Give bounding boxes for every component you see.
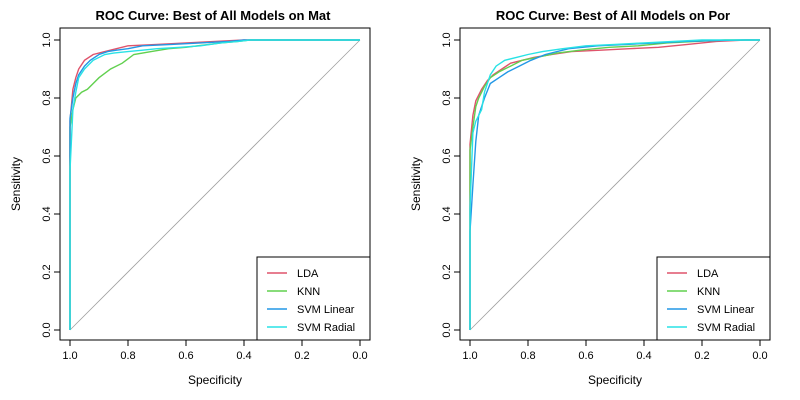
series-line-lda: [69, 39, 360, 330]
y-tick-label: 0.0: [41, 322, 53, 337]
legend-entry: LDA: [297, 268, 319, 280]
series-line-svm-linear: [69, 39, 360, 330]
chart-title: ROC Curve: Best of All Models on Mat: [96, 8, 332, 23]
series-line-svm-radial: [469, 39, 760, 330]
y-axis-label: Sensitivity: [9, 157, 23, 211]
chart-title: ROC Curve: Best of All Models on Por: [496, 8, 730, 23]
y-tick-label: 0.6: [441, 148, 453, 163]
y-tick-label: 0.4: [441, 206, 453, 221]
x-tick-label: 1.0: [62, 350, 77, 362]
diagonal-reference-line: [469, 39, 761, 331]
diagonal-reference-line: [69, 39, 361, 331]
y-tick-label: 0.8: [441, 90, 453, 105]
legend: LDA KNN SVM Linear SVM Radial: [256, 256, 371, 341]
legend-entry: SVM Linear: [697, 304, 755, 316]
legend: LDA KNN SVM Linear SVM Radial: [656, 256, 771, 341]
x-tick-label: 0.8: [120, 350, 135, 362]
y-tick-label: 0.0: [441, 322, 453, 337]
y-tick-label: 0.6: [41, 148, 53, 163]
y-axis-label: Sensitivity: [409, 157, 423, 211]
y-tick-label: 1.0: [441, 32, 453, 47]
x-tick-label: 0.8: [520, 350, 535, 362]
x-tick-label: 0.0: [752, 350, 767, 362]
y-tick-label: 0.4: [41, 206, 53, 221]
x-tick-label: 0.2: [694, 350, 709, 362]
y-tick-label: 0.2: [41, 264, 53, 279]
x-tick-label: 0.2: [294, 350, 309, 362]
y-tick-label: 0.8: [41, 90, 53, 105]
roc-panel-1: ROC Curve: Best of All Models on Mat 1.0 0…: [9, 8, 371, 387]
roc-panel-2: ROC Curve: Best of All Models on Por 1.0 0…: [409, 8, 771, 387]
y-tick-label: 1.0: [41, 32, 53, 47]
x-axis-label: Specificity: [588, 373, 642, 387]
legend-box: [256, 256, 371, 341]
x-tick-label: 0.6: [178, 350, 193, 362]
x-tick-label: 1.0: [462, 350, 477, 362]
legend-entry: LDA: [697, 268, 719, 280]
x-axis-label: Specificity: [188, 373, 242, 387]
legend-entry: SVM Radial: [297, 322, 355, 334]
legend-entry: KNN: [697, 286, 720, 298]
legend-entry: KNN: [297, 286, 320, 298]
legend-entry: SVM Radial: [697, 322, 755, 334]
legend-entry: SVM Linear: [297, 304, 355, 316]
x-tick-label: 0.4: [236, 350, 251, 362]
y-tick-label: 0.2: [441, 264, 453, 279]
x-tick-label: 0.6: [578, 350, 593, 362]
x-tick-label: 0.0: [352, 350, 367, 362]
x-tick-label: 0.4: [636, 350, 651, 362]
series-line-svm-radial: [69, 39, 360, 330]
legend-box: [656, 256, 771, 341]
